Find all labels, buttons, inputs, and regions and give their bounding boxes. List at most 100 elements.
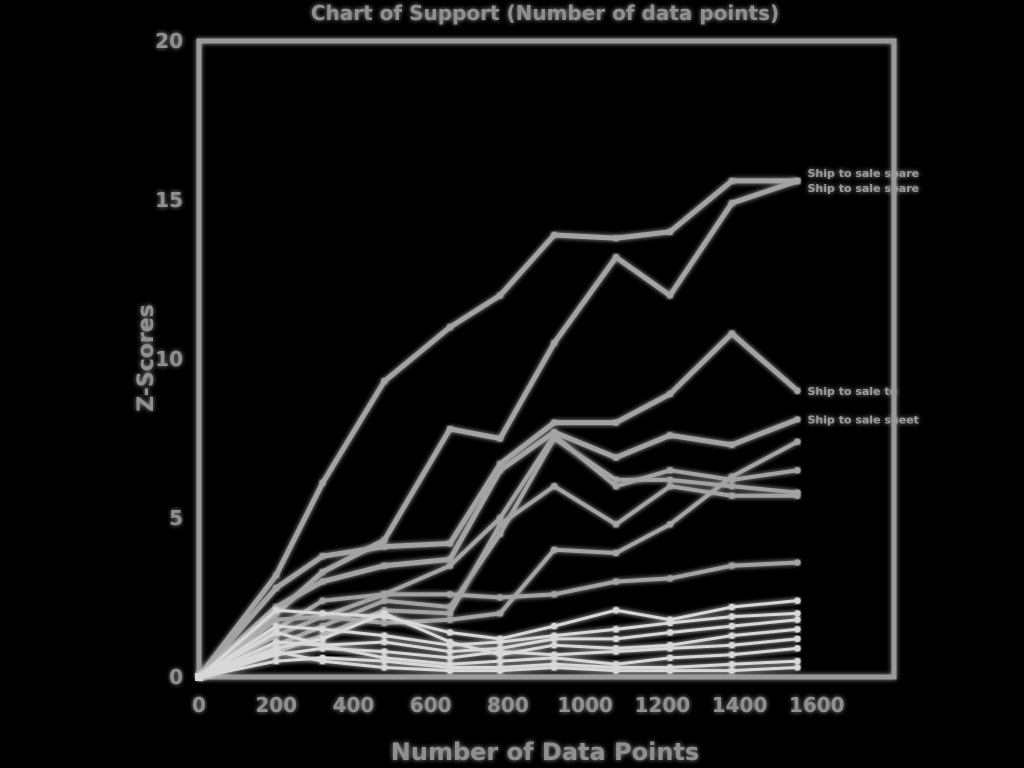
data-point bbox=[381, 378, 388, 385]
data-point bbox=[728, 642, 736, 649]
series-end-label: Ship to sale sheet bbox=[807, 413, 918, 426]
data-point bbox=[273, 572, 280, 579]
data-point bbox=[381, 543, 388, 550]
y-tick-label: 10 bbox=[155, 347, 183, 371]
data-point bbox=[496, 648, 504, 655]
x-tick-label: 800 bbox=[487, 693, 529, 717]
data-point bbox=[273, 638, 280, 646]
x-tick-label: 200 bbox=[255, 693, 297, 717]
data-point bbox=[446, 667, 454, 674]
y-tick-label: 15 bbox=[155, 188, 183, 212]
data-point bbox=[273, 648, 280, 655]
data-point bbox=[728, 562, 736, 569]
data-point bbox=[381, 537, 388, 544]
data-point bbox=[446, 540, 454, 547]
data-point bbox=[496, 292, 504, 299]
data-point bbox=[446, 610, 454, 617]
data-point bbox=[551, 483, 558, 490]
series-end-label: Ship to sale spare bbox=[807, 182, 919, 195]
data-point bbox=[446, 629, 454, 636]
data-point bbox=[551, 622, 558, 630]
data-point bbox=[728, 330, 736, 337]
data-point bbox=[551, 591, 558, 598]
x-tick-label: 400 bbox=[333, 693, 375, 717]
data-point bbox=[794, 467, 801, 474]
data-point bbox=[612, 549, 620, 557]
data-point bbox=[794, 492, 801, 499]
series-labels: Ship to sale spare Ship to sale spare Ship… bbox=[807, 167, 919, 427]
data-point bbox=[446, 556, 454, 563]
data-point bbox=[551, 435, 558, 442]
data-point bbox=[551, 635, 558, 643]
series-end-label: Ship to sale to bbox=[807, 385, 897, 398]
data-point bbox=[612, 626, 620, 633]
data-point bbox=[612, 578, 620, 585]
data-point bbox=[319, 597, 326, 604]
data-point bbox=[496, 610, 504, 617]
data-point bbox=[496, 657, 504, 665]
data-point bbox=[551, 339, 558, 347]
x-tick-label: 0 bbox=[192, 693, 206, 717]
data-point bbox=[728, 483, 736, 490]
data-point bbox=[794, 635, 801, 643]
data-point bbox=[612, 234, 620, 242]
series-end-label: Ship to sale spare bbox=[807, 167, 919, 180]
data-point bbox=[446, 654, 454, 662]
data-point bbox=[273, 616, 280, 623]
data-point bbox=[728, 651, 736, 658]
data-point bbox=[612, 454, 620, 461]
data-point bbox=[446, 638, 454, 646]
data-point bbox=[728, 492, 736, 499]
data-point bbox=[666, 390, 674, 398]
data-point bbox=[496, 667, 504, 674]
data-point bbox=[728, 667, 736, 674]
data-point bbox=[319, 642, 326, 649]
chart-title: Chart of Support (Number of data points) bbox=[311, 1, 779, 25]
data-point bbox=[381, 664, 388, 671]
data-point bbox=[666, 432, 674, 439]
data-point bbox=[551, 642, 558, 649]
data-point bbox=[794, 664, 801, 671]
data-point bbox=[728, 603, 736, 611]
data-point bbox=[446, 324, 454, 331]
data-point bbox=[319, 568, 326, 576]
data-point bbox=[551, 419, 558, 426]
data-point bbox=[319, 578, 326, 585]
x-tick-label: 1600 bbox=[789, 693, 845, 717]
data-point bbox=[794, 438, 801, 445]
data-point bbox=[273, 622, 280, 630]
data-point bbox=[195, 673, 203, 681]
data-point bbox=[319, 610, 326, 617]
data-point bbox=[728, 473, 736, 480]
data-point bbox=[794, 416, 801, 423]
data-point bbox=[612, 254, 620, 261]
data-point bbox=[612, 483, 620, 490]
data-point bbox=[551, 231, 558, 239]
data-point bbox=[666, 476, 674, 484]
x-axis-ticks: 0 200 400 600 800 1000 1200 1400 1600 bbox=[192, 677, 845, 717]
data-point bbox=[666, 521, 674, 528]
x-tick-label: 1400 bbox=[712, 693, 768, 717]
x-tick-label: 600 bbox=[410, 693, 452, 717]
data-point bbox=[319, 635, 326, 643]
data-point bbox=[381, 562, 388, 569]
data-point bbox=[612, 667, 620, 674]
data-point bbox=[319, 479, 326, 487]
data-point bbox=[496, 460, 504, 468]
data-point bbox=[319, 657, 326, 665]
data-point bbox=[666, 619, 674, 627]
data-point bbox=[381, 657, 388, 665]
data-point bbox=[666, 575, 674, 582]
data-point bbox=[446, 616, 454, 623]
data-point bbox=[496, 467, 504, 474]
data-point bbox=[612, 476, 620, 484]
data-point bbox=[446, 648, 454, 655]
series-lines bbox=[195, 177, 801, 681]
y-tick-label: 5 bbox=[169, 506, 183, 530]
y-axis-label: Z-Scores bbox=[134, 304, 159, 412]
y-tick-label: 0 bbox=[169, 665, 183, 689]
x-tick-label: 1000 bbox=[557, 693, 613, 717]
data-point bbox=[381, 591, 388, 598]
data-point bbox=[666, 467, 674, 474]
